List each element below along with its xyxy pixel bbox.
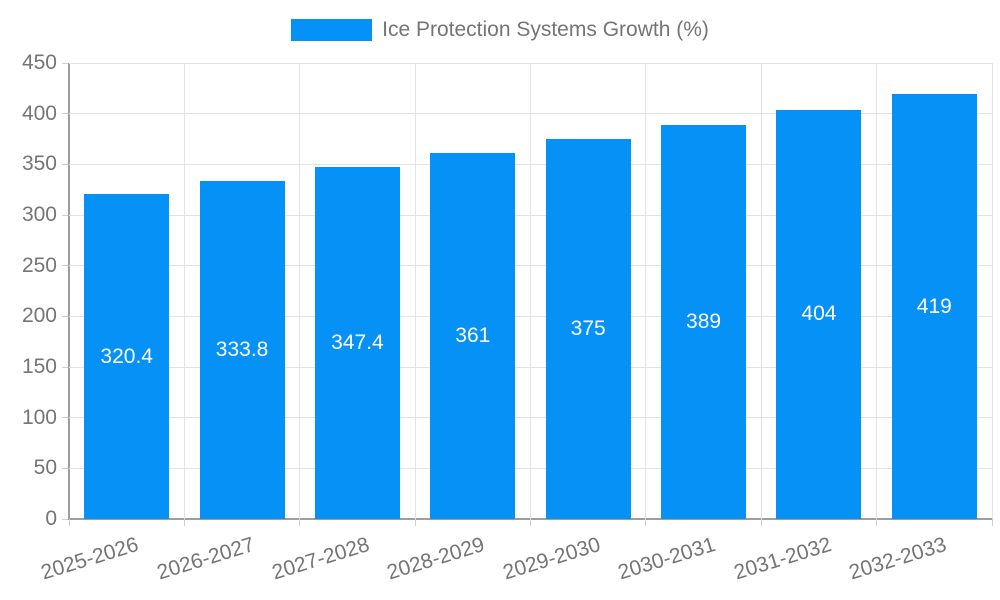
y-tick-mark (62, 265, 68, 267)
bar-2031-2032[interactable]: 404 (776, 109, 862, 519)
bar-2032-2033[interactable]: 419 (891, 94, 977, 519)
v-gridline (414, 63, 416, 519)
bar-value-label: 320.4 (100, 344, 153, 368)
v-gridline (760, 63, 762, 519)
x-axis-tick-label: 2027-2028 (269, 533, 373, 585)
bar-value-label: 347.4 (331, 330, 384, 354)
bar-value-label: 419 (916, 294, 952, 318)
legend[interactable]: Ice Protection Systems Growth (%) (0, 18, 1000, 42)
x-axis-tick-label: 2025-2026 (38, 533, 142, 585)
x-tick-mark (183, 519, 185, 526)
y-axis-tick-label: 100 (21, 405, 57, 429)
y-axis-tick-label: 400 (21, 101, 57, 125)
v-gridline (876, 63, 878, 519)
y-axis-tick-label: 50 (33, 456, 57, 480)
legend-label: Ice Protection Systems Growth (%) (382, 18, 709, 41)
bar-2029-2030[interactable]: 375 (545, 139, 631, 519)
plot-area: 0 50 100 150 200 250 300 350 400 450 320.4 2025-202… (22, 51, 993, 584)
v-gridline (645, 63, 647, 519)
x-tick-mark (645, 519, 647, 526)
bar-value-label: 375 (570, 317, 606, 340)
bar-2028-2029[interactable]: 361 (430, 153, 516, 519)
x-tick-mark (299, 519, 301, 526)
x-axis-tick-label: 2029-2030 (500, 533, 603, 585)
y-axis-tick-label: 0 (45, 507, 57, 530)
y-axis-tick-label: 450 (21, 51, 57, 74)
y-tick-mark (62, 113, 68, 115)
bar-2027-2028[interactable]: 347.4 (314, 166, 400, 519)
bar-value-label: 389 (686, 309, 722, 333)
v-gridline (991, 63, 993, 519)
x-axis-tick-label: 2026-2027 (154, 533, 257, 585)
bar-2026-2027[interactable]: 333.8 (199, 180, 285, 519)
v-gridline (299, 63, 301, 519)
y-tick-mark (62, 467, 68, 469)
x-tick-mark (991, 519, 993, 526)
legend-swatch-icon (291, 19, 373, 41)
y-tick-mark (62, 62, 68, 64)
y-tick-mark (62, 366, 68, 368)
y-tick-mark (62, 214, 68, 216)
y-axis-tick-label: 250 (21, 253, 57, 277)
x-tick-mark (876, 519, 878, 526)
x-axis-tick-label: 2028-2029 (384, 533, 488, 585)
y-axis-tick-label: 200 (21, 304, 57, 328)
bar-value-label: 361 (455, 324, 491, 348)
x-axis-tick-label: 2032-2033 (846, 533, 950, 585)
y-tick-mark (62, 417, 68, 419)
y-tick-mark (62, 518, 68, 520)
y-tick-mark (62, 315, 68, 317)
x-tick-mark (530, 519, 531, 526)
y-tick-mark (62, 163, 68, 165)
bar-value-label: 333.8 (215, 337, 269, 361)
y-axis-tick-label: 150 (21, 355, 57, 378)
v-gridline (183, 63, 185, 519)
x-tick-mark (68, 519, 70, 526)
bar-2025-2026[interactable]: 320.4 (84, 194, 170, 519)
x-axis-tick-label: 2030-2031 (615, 533, 719, 585)
x-tick-mark (760, 519, 762, 526)
x-axis-tick-label: 2031-2032 (730, 533, 834, 585)
y-axis-tick-label: 300 (21, 203, 57, 226)
y-axis-tick-label: 350 (21, 152, 57, 176)
x-tick-mark (414, 519, 416, 526)
y-axis-line (68, 63, 70, 519)
v-gridline (530, 63, 531, 519)
bar-value-label: 404 (801, 302, 837, 326)
bar-2030-2031[interactable]: 389 (661, 124, 747, 519)
